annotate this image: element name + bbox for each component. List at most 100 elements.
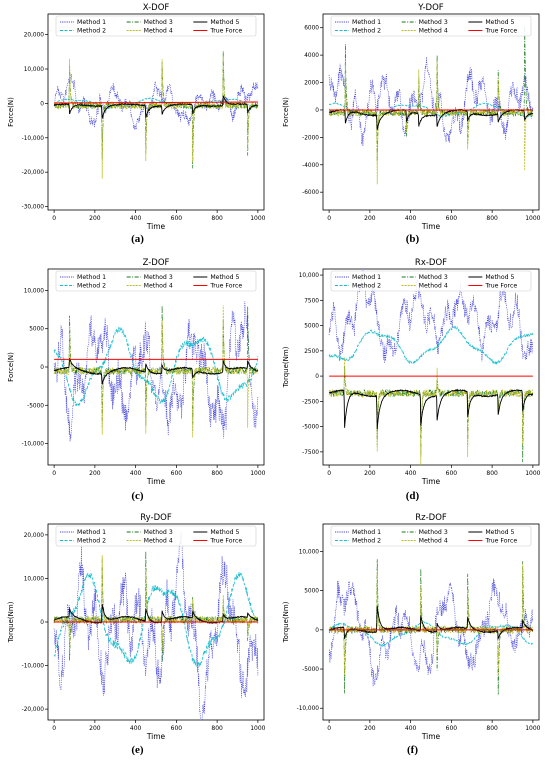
- chart-panel-d: Rx-DOF 0 200 400 600 800 1000 -7500 -5000 -2500 0 2…: [275, 255, 550, 490]
- plot-frame: [322, 523, 540, 721]
- y-tick-label: -7500: [302, 450, 319, 456]
- y-tick-label: 6000: [304, 26, 319, 32]
- x-tick-label: 800: [211, 215, 223, 222]
- legend-label: Method 2: [77, 283, 106, 290]
- chart-d: Rx-DOF 0 200 400 600 800 1000 -7500 -5000 -2500 0 2…: [282, 258, 541, 486]
- x-axis-label: Time: [146, 732, 166, 741]
- y-tick-label: -20,000: [22, 707, 45, 713]
- y-tick-label: 0: [40, 365, 44, 371]
- legend: Method 1 Method 2 Method 3 Method 4 Method 5…: [330, 15, 532, 37]
- legend: Method 1 Method 2 Method 3 Method 4 Method 5…: [55, 270, 257, 292]
- series-method-5: [328, 605, 534, 640]
- x-tick-label: 200: [364, 215, 376, 222]
- series-method-5: [53, 358, 259, 385]
- x-tick-label: 200: [89, 725, 101, 732]
- x-tick-label: 600: [446, 470, 458, 477]
- series-method-2: [328, 325, 534, 365]
- x-tick-label: 800: [486, 215, 498, 222]
- y-axis-label: Torque(Nm): [282, 346, 290, 388]
- y-tick-label: 5000: [304, 589, 319, 595]
- x-tick-label: 400: [405, 470, 417, 477]
- x-tick-label: 200: [89, 470, 101, 477]
- series-method-2: [53, 326, 259, 407]
- legend-label: True Force: [209, 538, 242, 545]
- x-tick-label: 600: [171, 470, 183, 477]
- series-method-1: [328, 56, 534, 147]
- caption-a: (a): [131, 233, 144, 245]
- x-tick-label: 400: [130, 725, 142, 732]
- y-tick-label: -30,000: [22, 205, 45, 211]
- chart-panel-f: Rz-DOF 0 200 400 600 800 1000 -10,000 -5000 0 5000…: [275, 510, 550, 745]
- x-tick-label: 0: [52, 725, 56, 732]
- legend-label: True Force: [209, 28, 242, 35]
- x-tick-label: 1000: [250, 215, 265, 222]
- legend-label: Method 1: [352, 274, 381, 281]
- chart-title: Z-DOF: [143, 258, 170, 268]
- y-tick-label: 10,000: [24, 576, 45, 582]
- x-tick-label: 600: [446, 215, 458, 222]
- legend-label: Method 5: [210, 19, 239, 26]
- y-tick-label: 0: [40, 101, 44, 107]
- legend-label: True Force: [209, 283, 242, 290]
- caption-d: (d): [405, 490, 420, 502]
- series-group: [328, 559, 534, 695]
- y-tick-label: -20,000: [22, 170, 45, 176]
- y-tick-label: 5000: [304, 324, 319, 330]
- series-method-5: [53, 95, 259, 119]
- legend-label: Method 3: [144, 19, 173, 26]
- legend-label: Method 4: [144, 538, 173, 545]
- legend-label: Method 2: [77, 28, 106, 35]
- chart-title: Rz-DOF: [415, 513, 447, 523]
- caption-e: (e): [131, 744, 144, 756]
- legend-label: Method 4: [144, 283, 173, 290]
- plot-frame: [47, 268, 265, 466]
- x-tick-label: 400: [130, 215, 142, 222]
- x-tick-label: 800: [486, 470, 498, 477]
- chart-e: Ry-DOF 0 200 400 600 800 1000 -20,000 -10,000 0 10…: [7, 513, 266, 741]
- y-tick-label: -10,000: [22, 136, 45, 142]
- legend-label: Method 3: [419, 529, 448, 536]
- legend-label: Method 2: [352, 28, 381, 35]
- legend-label: Method 1: [352, 529, 381, 536]
- chart-title: X-DOF: [143, 3, 170, 13]
- y-tick-label: 0: [315, 628, 319, 634]
- series-true-force: [54, 101, 258, 104]
- y-tick-label: 4000: [304, 53, 319, 59]
- y-tick-label: 10,000: [24, 288, 45, 294]
- series-group: [53, 532, 259, 720]
- y-tick-label: 10,000: [24, 67, 45, 73]
- series-method-2: [53, 97, 258, 110]
- legend-label: Method 1: [77, 274, 106, 281]
- chart-title: Y-DOF: [417, 3, 443, 13]
- x-tick-label: 1000: [250, 725, 265, 732]
- x-tick-label: 800: [211, 470, 223, 477]
- legend-label: Method 2: [352, 283, 381, 290]
- x-axis-label: Time: [421, 732, 441, 741]
- x-axis-label: Time: [146, 222, 166, 231]
- x-tick-label: 800: [211, 725, 223, 732]
- legend-label: True Force: [484, 283, 517, 290]
- y-tick-label: -5000: [302, 425, 319, 431]
- legend-label: Method 2: [77, 538, 106, 545]
- series-method-4: [53, 55, 259, 179]
- chart-c: Z-DOF 0 200 400 600 800 1000 -10,000 -5000 0 5000 1…: [7, 258, 266, 486]
- x-tick-label: 600: [171, 215, 183, 222]
- y-tick-label: -4000: [302, 163, 319, 169]
- y-tick-label: -5000: [302, 667, 319, 673]
- y-axis-label: Torque(Nm): [7, 601, 15, 643]
- legend-label: Method 1: [77, 19, 106, 26]
- legend-label: Method 4: [419, 28, 448, 35]
- legend-label: Method 4: [144, 28, 173, 35]
- legend-label: Method 5: [210, 274, 239, 281]
- x-tick-label: 0: [327, 725, 331, 732]
- y-tick-label: 0: [315, 108, 319, 114]
- legend-label: Method 5: [210, 529, 239, 536]
- x-tick-label: 1000: [525, 725, 540, 732]
- caption-f: (f): [407, 744, 418, 756]
- legend-label: True Force: [484, 28, 517, 35]
- y-tick-label: 10,000: [299, 273, 320, 279]
- x-tick-label: 600: [446, 725, 458, 732]
- y-tick-label: 0: [40, 620, 44, 626]
- x-tick-label: 1000: [250, 470, 265, 477]
